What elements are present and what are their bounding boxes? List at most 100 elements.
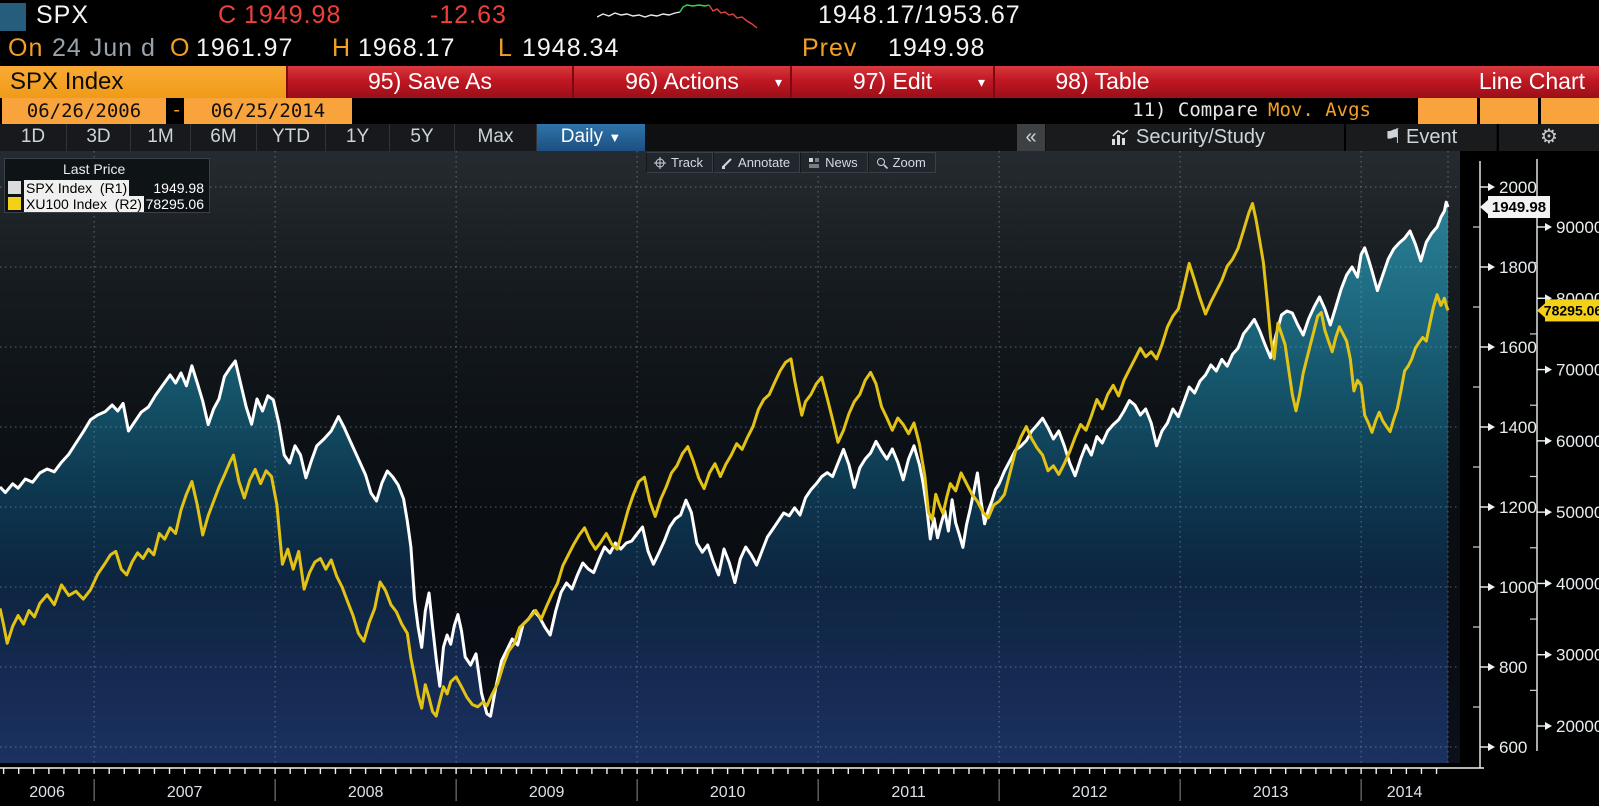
y-axis-tick-label: 60000 [1556,432,1599,451]
zoom-button[interactable]: Zoom [867,152,936,173]
open-price: 1961.97 [196,34,294,62]
x-axis-year-label: 2009 [529,784,565,801]
price-change: -12.63 [430,1,507,29]
quote-row-1: SPX C 1949.98 -12.63 1948.17/1953.67 [0,0,1599,33]
spx-area-fill [0,202,1448,763]
x-axis-year-label: 2014 [1387,784,1423,801]
bid-ask: 1948.17/1953.67 [818,1,1021,29]
function-toolbar: SPX Index 95) Save As 96) Actions ▾ 97) Edi… [0,66,1599,98]
x-axis-year-label: 2006 [29,784,65,801]
news-lines-icon [809,157,820,167]
last-price: 1949.98 [244,1,342,29]
amber-cell-3[interactable] [1541,98,1599,124]
y-axis-tick-label: 1600 [1499,338,1537,357]
y-axis-tick-label: 1000 [1499,578,1537,597]
period-tab-bar: 1D 3D 1M 6M YTD 1Y 5Y Max Daily ▼ « Security/St… [0,124,1599,151]
mov-avgs-button[interactable]: Mov. Avgs [1268,99,1371,121]
legend-series-value: 1949.98 [153,180,204,196]
track-button[interactable]: Track [646,152,714,173]
annotate-pencil-icon [722,157,732,169]
menu-button-97[interactable]: 97) Edit ▾ [790,66,993,98]
annotate-label: Annotate [738,155,791,170]
frequency-value: Daily [560,126,604,147]
x-axis-year-label: 2012 [1072,784,1108,801]
legend-series-value: 78295.06 [145,196,204,212]
y-axis-tick-label: 50000 [1556,503,1599,522]
amber-cell-1[interactable] [1418,98,1477,124]
y-axis-tick-label: 70000 [1556,361,1599,380]
tab-1y[interactable]: 1Y [326,124,390,151]
legend-row: SPX Index (R1) 1949.98 [8,180,206,196]
svg-text:1949.98: 1949.98 [1492,199,1546,216]
y-axis-tick-label: 600 [1499,738,1527,757]
y-axis-tick-label: 800 [1499,658,1527,677]
dropdown-caret-icon: ▾ [977,74,985,90]
prev-price: 1949.98 [888,34,986,62]
y-axis-tick-label: 20000 [1556,717,1599,736]
event-button[interactable]: ⚑ Event [1346,124,1496,151]
event-flag-icon: ⚑ [1384,126,1402,148]
study-chart-icon [1112,130,1129,145]
x-axis-year-label: 2008 [348,784,384,801]
amber-cell-2[interactable] [1480,98,1538,124]
event-label: Event [1406,126,1458,148]
tab-5y[interactable]: 5Y [390,124,455,151]
settings-button[interactable]: ⚙ [1499,124,1599,151]
tab-ytd[interactable]: YTD [257,124,326,151]
tab-1m[interactable]: 1M [131,124,191,151]
start-date-input[interactable]: 06/26/2006 [2,98,166,124]
zoom-label: Zoom [892,155,926,170]
menu-button-98[interactable]: 98) Table [993,66,1210,98]
date-range-dash: - [171,99,183,121]
chart-area: 2006 2007 2008 2009 2010 2011 2012 2013 2014 2000… [0,151,1599,801]
divider [1497,124,1499,151]
price-plot[interactable]: 2006 2007 2008 2009 2010 2011 2012 2013 2014 2000… [0,151,1599,801]
dropdown-caret-icon: ▾ [774,74,782,90]
legend-title: Last Price [63,161,126,177]
tab-1d[interactable]: 1D [0,124,67,151]
security-study-label: Security/Study [1136,126,1265,148]
close-label: C [218,1,238,29]
last-price-tag: 1949.98 [1480,196,1550,219]
high-label: H [332,34,352,62]
x-axis-year-label: 2010 [710,784,746,801]
y-axis-tick-label: 1200 [1499,498,1537,517]
y-axis-tick-label: 40000 [1556,574,1599,593]
end-date-input[interactable]: 06/25/2014 [184,98,352,124]
x-axis-year-label: 2007 [167,784,203,801]
on-label: On [8,34,44,62]
tab-3d[interactable]: 3D [67,124,131,151]
low-price: 1948.34 [522,34,620,62]
track-crosshair-icon [654,156,666,169]
quote-date: 24 Jun d [52,34,156,62]
legend-swatch-icon [8,197,21,210]
tab-max[interactable]: Max [455,124,537,151]
chevron-down-icon: ▼ [608,130,622,145]
security-tab[interactable]: SPX Index [0,66,286,98]
menu-button-96[interactable]: 96) Actions ▾ [572,66,790,98]
legend-row: XU100 Index (R2) 78295.06 [8,196,206,212]
annotate-button[interactable]: Annotate [713,152,801,173]
last-price-tag: 78295.06 [1537,299,1599,322]
news-label: News [825,155,858,170]
y-axis-tick-label: 30000 [1556,646,1599,665]
chart-toolbar: Track Annotate News Zoom [646,152,936,173]
legend-series-label[interactable]: XU100 Index (R2) [24,196,144,212]
frequency-dropdown[interactable]: Daily ▼ [537,124,645,151]
ticker-symbol: SPX [36,1,90,29]
tab-6m[interactable]: 6M [191,124,257,151]
y-axis-tick-label: 1400 [1499,418,1537,437]
legend-series-label[interactable]: SPX Index (R1) [24,180,130,196]
news-button[interactable]: News [800,152,868,173]
prev-label: Prev [802,34,858,62]
collapse-button[interactable]: « [1017,124,1045,151]
spx-line [0,200,1450,718]
security-study-button[interactable]: Security/Study [1046,124,1344,151]
legend-swatch-icon [8,181,21,194]
x-axis-year-label: 2011 [891,784,926,801]
open-label: O [170,34,191,62]
menu-button-95[interactable]: 95) Save As [286,66,572,98]
compare-button[interactable]: 11) Compare [1132,99,1258,121]
intraday-sparkline [597,4,758,29]
